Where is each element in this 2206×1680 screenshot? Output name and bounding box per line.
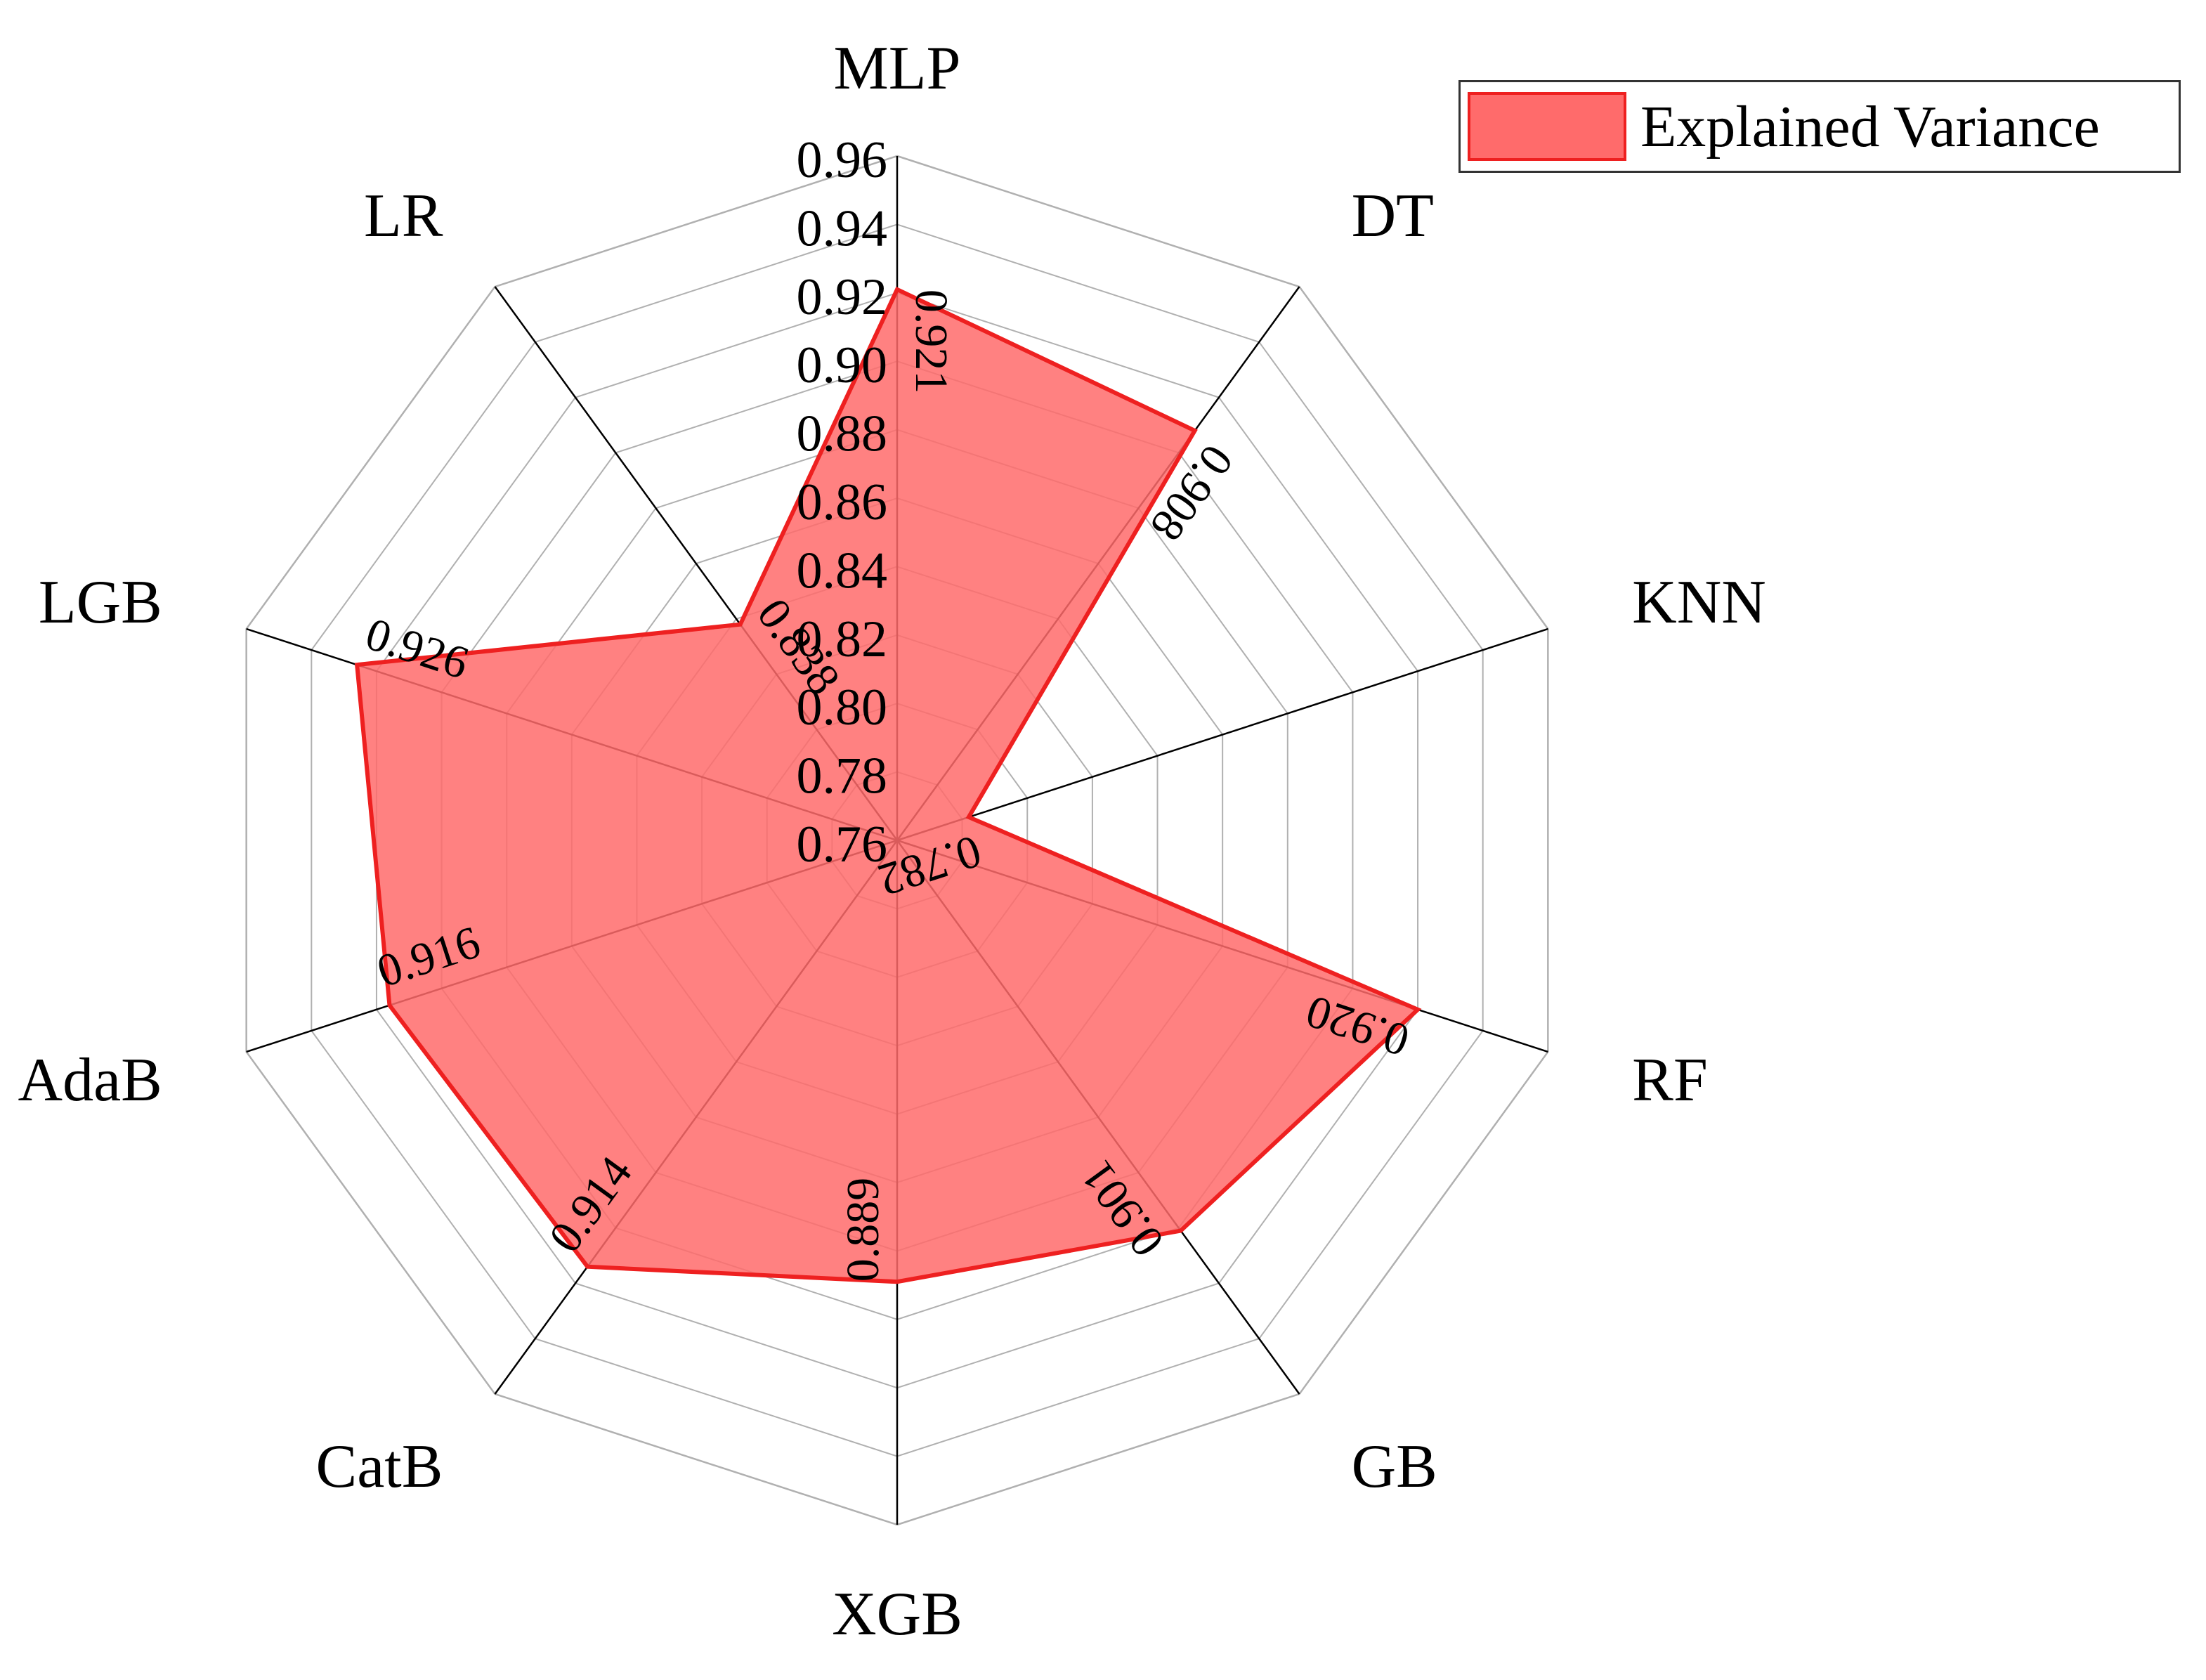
spoke-knn: [896, 627, 1548, 842]
category-label-gb: GB: [1352, 1433, 1437, 1501]
radial-tick-label: 0.94: [797, 200, 888, 257]
radial-tick-label: 0.92: [797, 268, 888, 326]
series-layer: [354, 286, 1422, 1284]
legend-swatch: [1468, 92, 1626, 161]
series-area: [354, 286, 1422, 1284]
category-label-catb: CatB: [316, 1433, 443, 1501]
category-layer: MLP DT KNN RF GB XGB CatB AdaB LGB LR: [18, 34, 1766, 1648]
category-label-adab: AdaB: [18, 1046, 162, 1114]
legend: Explained Variance: [1458, 80, 2181, 173]
category-label-dt: DT: [1352, 182, 1434, 250]
radial-tick-label: 0.76: [797, 816, 888, 873]
radial-tick-label: 0.86: [797, 474, 888, 531]
radial-tick-label: 0.78: [797, 748, 888, 805]
radial-tick-label: 0.88: [797, 405, 888, 463]
category-label-lgb: LGB: [39, 568, 162, 637]
category-label-knn: KNN: [1632, 568, 1766, 637]
data-label-mlp: 0.921: [906, 289, 957, 394]
radial-tick-label: 0.84: [797, 542, 888, 599]
radial-tick-label: 0.90: [797, 337, 888, 394]
radial-tick-label: 0.96: [797, 131, 888, 189]
legend-label: Explained Variance: [1640, 94, 2100, 159]
category-label-rf: RF: [1632, 1046, 1708, 1114]
tick-layer: 0.76 0.78 0.80 0.82 0.84 0.86 0.88 0.90 0.92 0.94…: [797, 131, 888, 873]
category-label-xgb: XGB: [832, 1580, 962, 1648]
radial-tick-label: 0.80: [797, 679, 888, 736]
category-label-mlp: MLP: [834, 34, 961, 103]
category-label-lr: LR: [364, 182, 443, 250]
radial-tick-label: 0.82: [797, 611, 888, 668]
data-label-xgb: 0.889: [837, 1178, 889, 1282]
